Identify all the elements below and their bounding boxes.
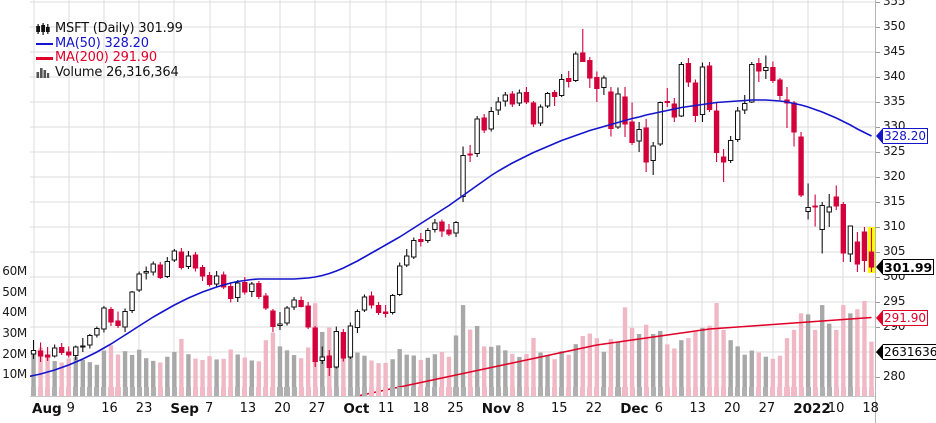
price-tick-mark (876, 77, 880, 78)
legend-ma50-text: MA(50) 328.20 (55, 35, 149, 51)
price-tick-mark (876, 102, 880, 103)
volume-tick: 50M (2, 284, 27, 299)
date-label-day: 13 (689, 401, 706, 416)
legend-row-volume: Volume 26,316,364 (36, 64, 183, 81)
last-price-flag[interactable]: 301.99 (876, 259, 935, 276)
date-axis: Aug 9 16 23 Sep 7 13 20 27 Oct 11 18 25 Nov 8 15 22 Dec 6 1… (30, 396, 879, 423)
flag-pointer (876, 259, 883, 276)
flag-pointer (876, 128, 883, 144)
price-tick-mark (876, 252, 880, 253)
date-label-day: 11 (378, 401, 395, 416)
price-tick: 295 (883, 294, 906, 308)
ma50-line (30, 99, 872, 378)
volume-flag[interactable]: 2631636 (876, 344, 936, 360)
date-label-month: Oct (343, 401, 370, 417)
date-label-month: 2022 (793, 401, 831, 417)
price-axis: 355 350 345 340 335 330 325 320 315 310 305 300 295 2… (875, 0, 936, 423)
price-tick-mark (876, 327, 880, 328)
volume-tick: 60M (2, 264, 27, 278)
date-label-day: 10 (827, 401, 845, 416)
volume-tick: 20M (2, 346, 27, 361)
legend-row-ma50: MA(50) 328.20 (36, 35, 183, 52)
date-label-month: Sep (170, 401, 199, 417)
price-tick: 310 (883, 219, 906, 233)
price-tick-mark (876, 27, 880, 28)
date-label-day: 23 (135, 401, 153, 416)
date-label-day: 20 (724, 401, 741, 416)
price-tick: 320 (883, 169, 906, 183)
price-tick-mark (876, 277, 880, 278)
flag-label: 328.20 (883, 128, 928, 144)
flag-label: 2631636 (883, 344, 936, 360)
volume-bars-icon (36, 67, 53, 79)
date-label-day: 18 (862, 401, 879, 416)
chart-plot-area[interactable] (30, 0, 875, 396)
flag-label: 291.90 (883, 309, 928, 326)
blue-line-swatch-icon (36, 38, 53, 50)
flag-pointer (876, 309, 883, 326)
price-tick: 305 (883, 244, 906, 258)
price-tick: 355 (883, 0, 906, 8)
price-tick: 345 (883, 44, 906, 58)
date-label-day: 27 (758, 401, 776, 416)
date-label-day: 6 (654, 401, 664, 416)
chart-legend: MSFT (Daily) 301.99 MA(50) 328.20 MA(200… (36, 21, 183, 81)
price-tick: 315 (883, 194, 906, 208)
candlesticks (30, 29, 875, 376)
date-label-month: Aug (32, 401, 62, 417)
price-tick: 335 (883, 94, 906, 108)
date-tick-strip (30, 387, 875, 396)
ma200-line (353, 316, 872, 396)
legend-volume-text: Volume 26,316,364 (55, 64, 179, 80)
price-tick-mark (876, 177, 880, 178)
date-label-month: Dec (620, 401, 649, 417)
date-label-day: 22 (585, 401, 603, 416)
date-label-day: 16 (101, 401, 118, 416)
price-tick-mark (876, 302, 880, 303)
price-tick: 280 (883, 369, 906, 383)
candlestick-svg (30, 0, 875, 396)
volume-tick: 40M (2, 305, 27, 320)
ma200-price-flag[interactable]: 291.90 (876, 309, 928, 326)
date-label-day: 27 (308, 401, 326, 416)
date-label-day: 20 (274, 401, 291, 416)
legend-symbol-text: MSFT (Daily) 301.99 (55, 21, 183, 36)
candlestick-icon (36, 23, 53, 36)
price-tick: 340 (883, 69, 906, 83)
legend-row-symbol: MSFT (Daily) 301.99 (36, 21, 183, 37)
volume-bars (31, 300, 874, 396)
date-label-day: 7 (205, 401, 214, 416)
flag-label: 301.99 (883, 259, 935, 276)
price-tick-mark (876, 377, 880, 378)
price-tick-mark (876, 227, 880, 228)
date-label-day: 25 (447, 401, 464, 416)
price-tick-mark (876, 52, 880, 53)
date-label-day: 8 (516, 401, 525, 416)
legend-row-ma200: MA(200) 291.90 (36, 50, 183, 66)
red-line-swatch-icon (36, 52, 53, 64)
date-label-day: 15 (551, 401, 568, 416)
price-tick: 350 (883, 19, 906, 33)
volume-tick: 30M (2, 326, 27, 340)
price-tick-mark (876, 127, 880, 128)
price-tick-mark (876, 2, 880, 3)
price-tick-mark (876, 202, 880, 203)
volume-tick: 10M (2, 367, 27, 382)
ma50-price-flag[interactable]: 328.20 (876, 128, 928, 144)
date-label-day: 9 (66, 401, 75, 416)
legend-ma200-text: MA(200) 291.90 (55, 50, 157, 65)
price-tick-mark (876, 152, 880, 153)
date-label-day: 13 (239, 401, 257, 416)
date-label-month: Nov (481, 401, 512, 417)
volume-axis: 60M 50M 40M 30M 20M 10M (0, 0, 30, 396)
flag-pointer (876, 344, 883, 360)
date-label-day: 18 (412, 401, 430, 416)
price-tick: 325 (883, 144, 906, 158)
